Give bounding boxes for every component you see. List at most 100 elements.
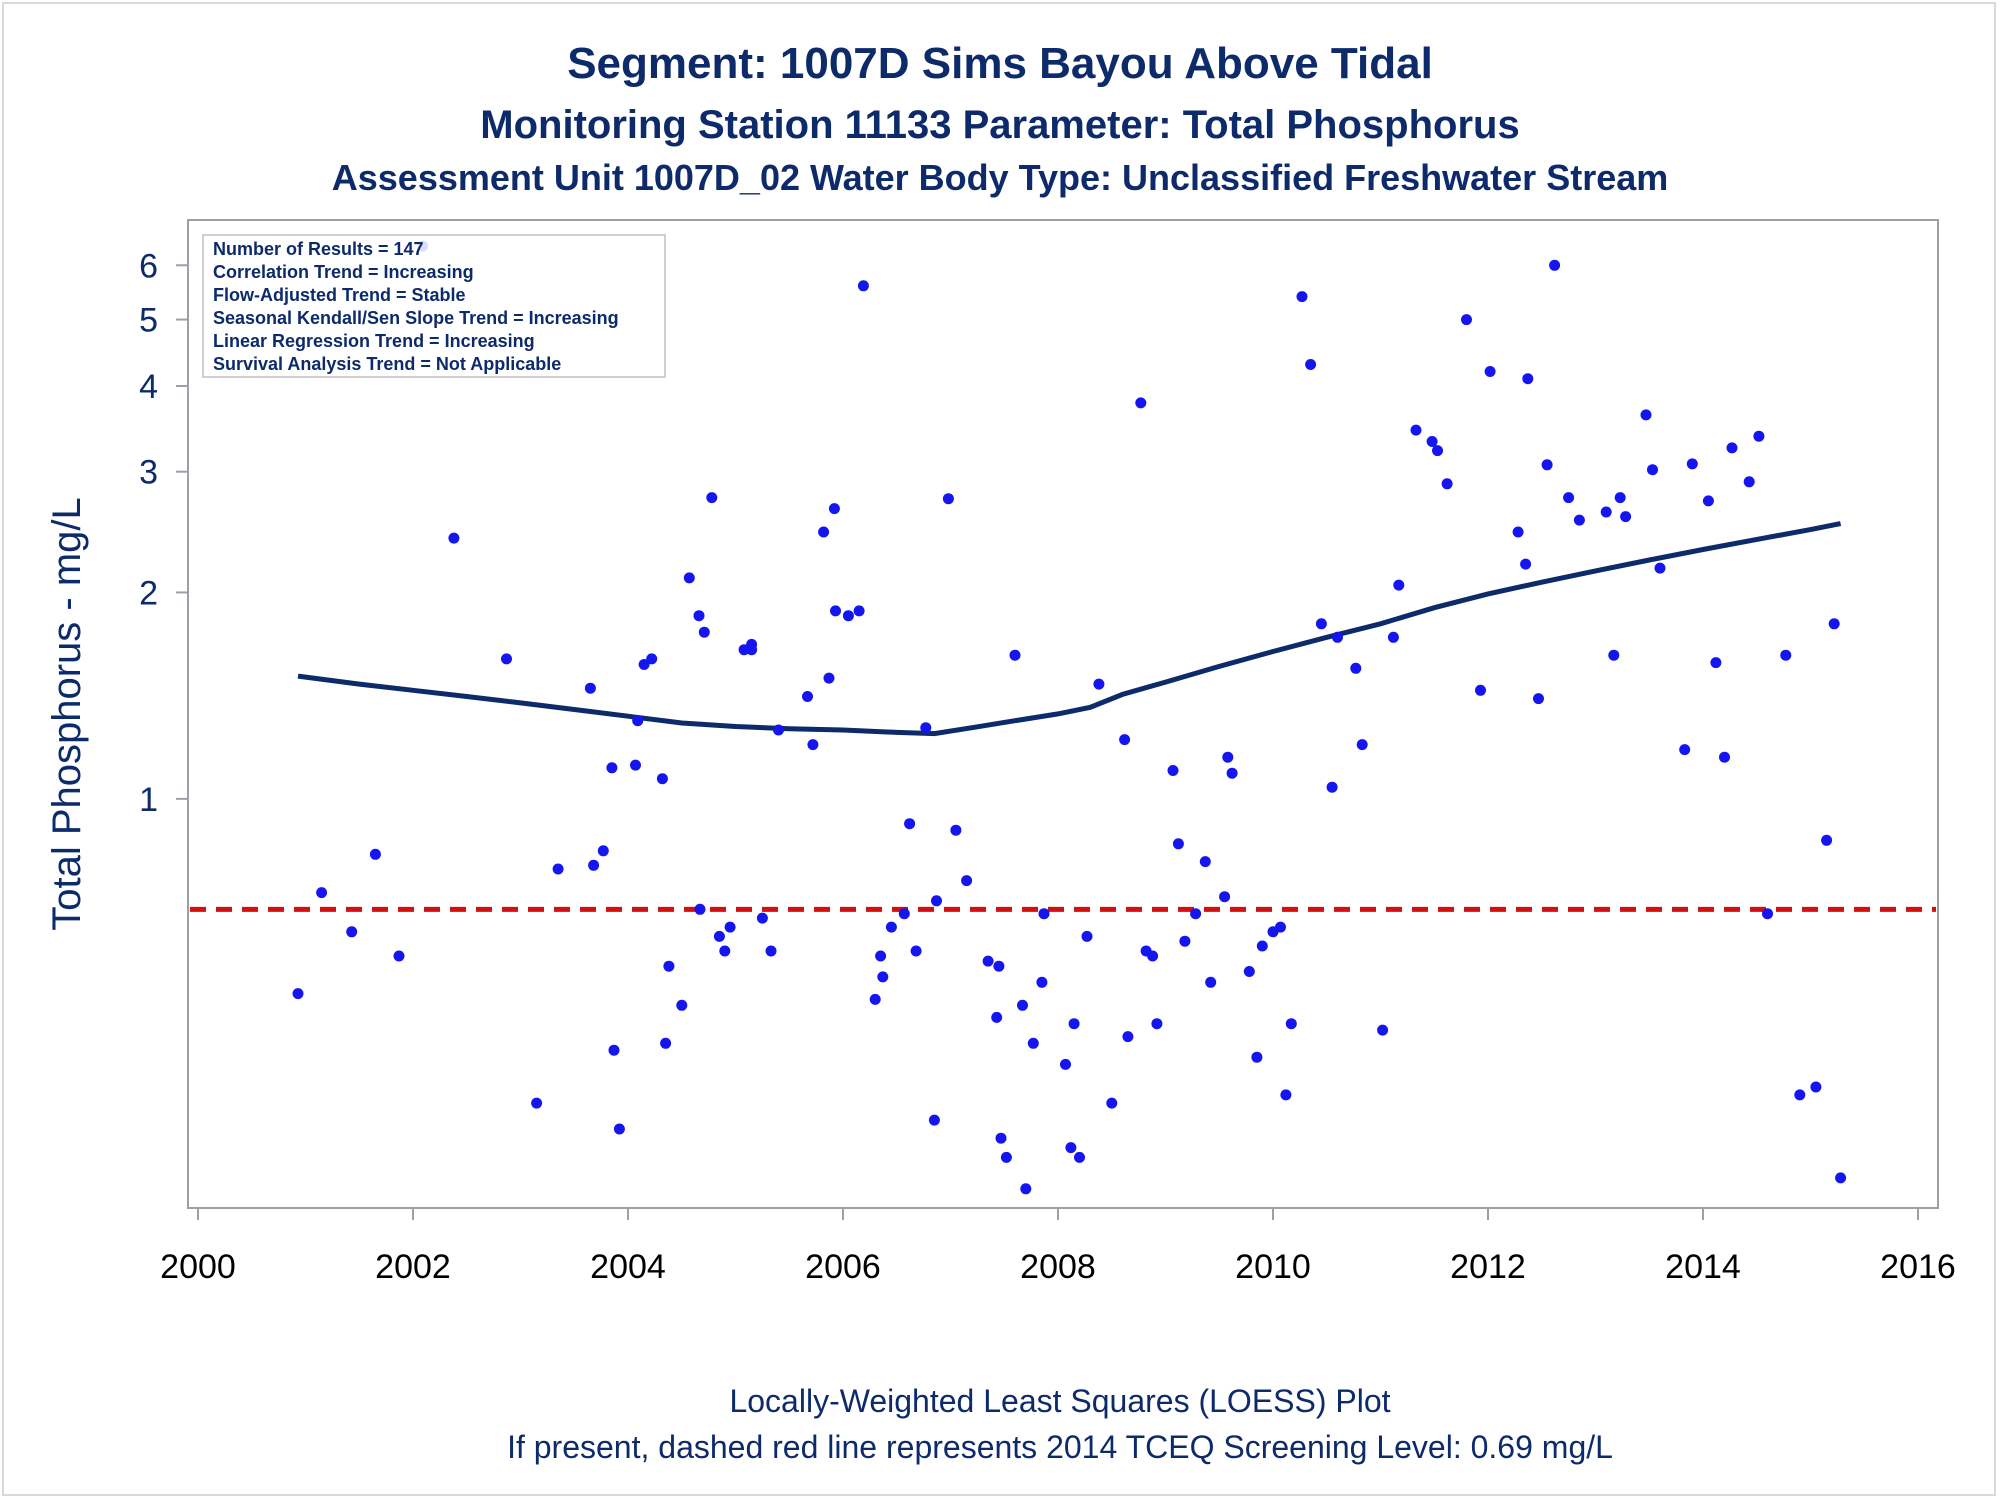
data-point <box>807 739 819 751</box>
data-point <box>1654 562 1666 574</box>
data-point <box>1794 1089 1806 1101</box>
data-point <box>613 1123 625 1135</box>
data-point <box>1068 1018 1080 1030</box>
data-point <box>1243 966 1255 977</box>
stat-seasonal-kendall-trend: Seasonal Kendall/Sen Slope Trend = Incre… <box>213 308 619 328</box>
data-point <box>885 921 897 933</box>
data-point <box>656 773 668 785</box>
data-point <box>501 653 512 665</box>
data-point <box>1093 678 1105 690</box>
data-point <box>853 605 865 617</box>
data-point <box>608 1044 620 1056</box>
data-point <box>1461 314 1472 326</box>
data-point <box>719 945 731 957</box>
y-tick-label: 3 <box>139 454 158 492</box>
stat-survival-analysis-trend: Survival Analysis Trend = Not Applicable <box>213 354 561 374</box>
data-point <box>1563 492 1575 504</box>
data-point <box>756 912 768 924</box>
x-tick-label: 2016 <box>1880 1248 1956 1286</box>
data-point <box>1640 409 1652 421</box>
data-point <box>393 950 405 962</box>
data-point <box>1017 999 1028 1011</box>
data-point <box>842 610 854 622</box>
data-point <box>1484 366 1496 377</box>
data-point <box>773 724 784 736</box>
data-point <box>1541 459 1553 471</box>
data-point <box>931 895 942 907</box>
x-tick-label: 2006 <box>805 1248 881 1286</box>
data-point <box>292 988 304 1000</box>
data-point <box>961 875 973 887</box>
data-point <box>1081 930 1093 942</box>
data-point <box>928 1114 940 1126</box>
data-point <box>1038 908 1050 920</box>
data-point <box>1522 373 1534 385</box>
data-point <box>1743 476 1755 488</box>
data-point <box>1106 1097 1118 1109</box>
data-point <box>663 960 675 972</box>
data-point <box>606 762 618 774</box>
stat-linear-regression-trend: Linear Regression Trend = Increasing <box>213 331 535 351</box>
data-point <box>1122 1031 1134 1043</box>
data-point <box>1226 767 1238 779</box>
data-point <box>1719 751 1730 763</box>
data-point <box>630 759 641 771</box>
x-axis: 2000 2002 2004 2006 2008 2010 2012 2014 2016 <box>160 1208 1956 1286</box>
data-point <box>369 848 381 860</box>
data-point <box>1167 765 1179 776</box>
data-point <box>1009 649 1021 661</box>
data-point <box>1620 511 1632 523</box>
data-point <box>1256 940 1268 952</box>
data-point <box>588 859 600 871</box>
data-point <box>1172 838 1184 850</box>
data-point <box>1608 649 1620 661</box>
data-point <box>910 945 922 957</box>
chart-subtitle-1: Monitoring Station 11133 Parameter: Tota… <box>480 103 1519 147</box>
data-point <box>1356 739 1368 751</box>
data-point <box>1074 1151 1085 1163</box>
stats-box: Number of Results = 147 Correlation Tren… <box>202 234 666 378</box>
data-point <box>1199 856 1211 868</box>
data-point <box>802 691 813 702</box>
y-tick-label: 1 <box>139 781 158 819</box>
loess-curve <box>297 521 1842 737</box>
data-point <box>632 715 644 727</box>
data-point <box>1726 442 1738 454</box>
data-point <box>1119 734 1131 746</box>
data-point <box>1326 781 1338 793</box>
data-point <box>1828 618 1840 630</box>
y-tick-label: 4 <box>139 368 158 406</box>
y-tick-label: 6 <box>139 247 158 285</box>
data-point <box>765 945 777 957</box>
data-point <box>904 818 916 830</box>
data-point <box>584 682 596 694</box>
y-axis: 1 2 3 4 5 6 <box>139 247 188 819</box>
data-point <box>991 1011 1003 1023</box>
data-point <box>346 926 358 938</box>
data-point <box>1222 751 1234 763</box>
y-tick-label: 5 <box>139 302 158 340</box>
data-point <box>1780 649 1792 661</box>
footnote-screening-level: If present, dashed red line represents 2… <box>507 1429 1613 1465</box>
footnote-loess: Locally-Weighted Least Squares (LOESS) P… <box>729 1383 1390 1419</box>
data-point <box>1753 430 1765 442</box>
data-point <box>1600 506 1612 518</box>
data-point <box>942 493 954 505</box>
data-point <box>1219 891 1231 903</box>
data-point <box>1000 1151 1012 1163</box>
data-point <box>1614 492 1626 504</box>
data-point <box>1275 921 1286 933</box>
data-point <box>1647 464 1658 476</box>
stats-box-border <box>202 234 666 378</box>
data-point <box>1520 558 1532 570</box>
data-point <box>316 887 328 899</box>
x-tick-label: 2012 <box>1450 1248 1526 1286</box>
data-point <box>1350 662 1362 674</box>
data-point <box>982 955 994 967</box>
data-point <box>531 1097 543 1109</box>
y-axis-label: Total Phosphorus - mg/L <box>45 497 89 931</box>
data-point <box>1296 291 1308 303</box>
data-point <box>857 280 869 292</box>
data-point <box>898 908 910 920</box>
data-point <box>920 722 932 734</box>
